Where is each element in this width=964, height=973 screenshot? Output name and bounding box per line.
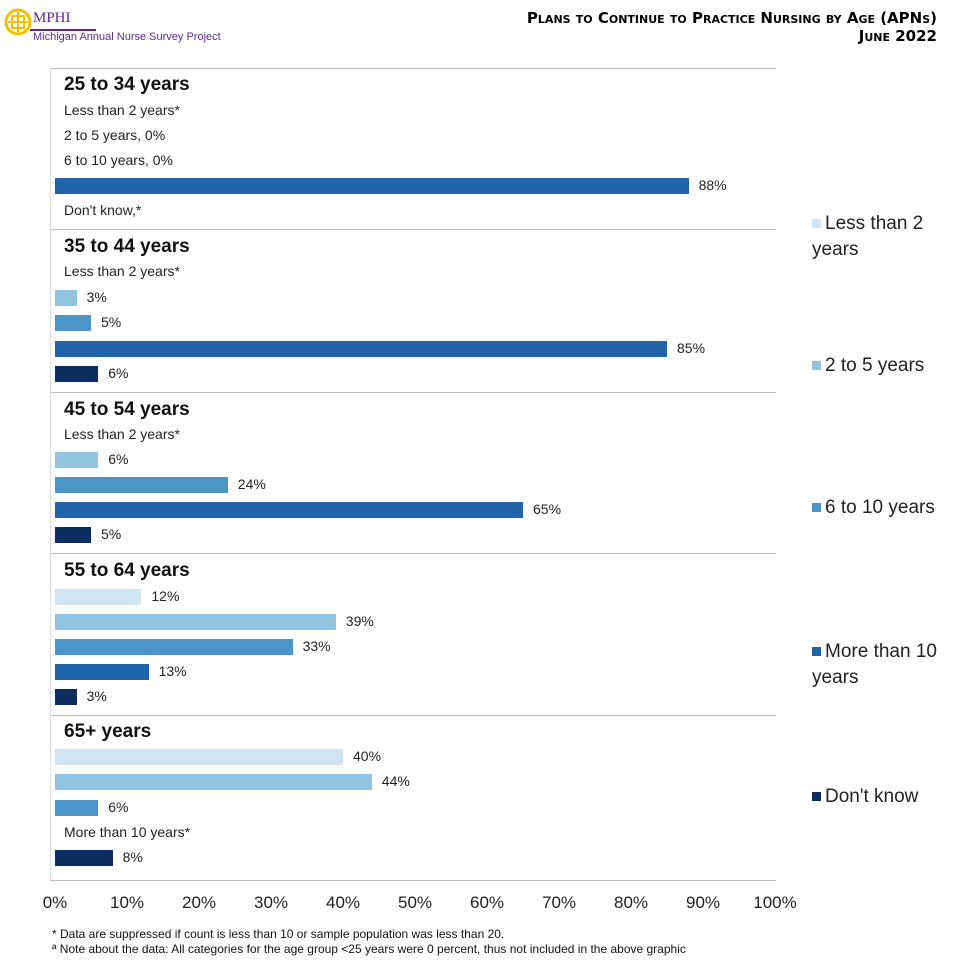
x-tick-label: 100%: [753, 893, 797, 912]
suppressed-label: Less than 2 years*: [64, 102, 180, 118]
data-label: 12%: [151, 588, 180, 604]
x-tick-label: 70%: [541, 893, 577, 912]
bar: [55, 477, 228, 493]
data-label: 85%: [677, 339, 706, 356]
x-tick-label: 20%: [181, 893, 217, 912]
bar: [55, 639, 293, 655]
group-separator: [50, 553, 776, 554]
bar: [55, 774, 372, 791]
x-tick-label: 40%: [325, 893, 361, 912]
data-label: 88%: [698, 177, 727, 193]
data-label: 40%: [353, 748, 382, 764]
bar: [55, 749, 343, 765]
legend-item: More than 10 years: [812, 639, 942, 691]
group-separator: [50, 229, 776, 230]
mphi-logo-icon: [4, 8, 32, 36]
bar: [55, 589, 142, 605]
group-label: 25 to 34 years: [64, 74, 190, 95]
data-label: 33%: [302, 638, 331, 654]
x-tick-label: 80%: [613, 893, 649, 912]
data-label: 6%: [108, 365, 129, 381]
bar: [55, 315, 91, 331]
group-label: 55 to 64 years: [64, 560, 190, 581]
data-label: 5%: [101, 526, 122, 542]
data-label: 6%: [108, 451, 129, 467]
legend-item: 2 to 5 years: [812, 353, 942, 379]
data-label: 6%: [108, 798, 129, 815]
bar: [55, 340, 667, 357]
footnote-note: ª Note about the data: All categories fo…: [52, 942, 686, 956]
suppressed-label: 6 to 10 years, 0%: [64, 152, 173, 168]
logo-underline: [30, 29, 96, 31]
legend-label: 2 to 5 years: [825, 355, 925, 376]
legend-swatch: [812, 503, 821, 512]
chart-date: June 2022: [858, 27, 937, 45]
bar: [55, 799, 99, 816]
data-label: 24%: [237, 476, 266, 492]
data-label: 5%: [101, 314, 122, 330]
bar: [55, 850, 113, 867]
legend-item: Less than 2 years: [812, 211, 942, 263]
x-tick-label: 50%: [397, 893, 433, 912]
plot-bottom-border: [50, 880, 776, 881]
legend-item: 6 to 10 years: [812, 495, 942, 521]
data-label: 3%: [86, 688, 107, 704]
suppressed-label: 2 to 5 years, 0%: [64, 127, 166, 143]
x-tick-label: 30%: [253, 893, 289, 912]
suppressed-label: Don't know,*: [64, 202, 142, 218]
legend-swatch: [812, 647, 821, 656]
logo-name: MPHI: [33, 10, 71, 26]
group-label: 35 to 44 years: [64, 236, 190, 257]
data-label: 39%: [345, 613, 374, 629]
legend-label: 6 to 10 years: [825, 497, 935, 518]
data-label: 44%: [381, 773, 410, 790]
legend-label: Less than 2 years: [812, 213, 924, 260]
plot-left-border: [50, 68, 51, 880]
bar: [55, 502, 523, 518]
x-tick-label: 10%: [109, 893, 145, 912]
suppressed-label: Less than 2 years*: [64, 263, 180, 279]
data-label: 8%: [122, 849, 143, 866]
bar: [55, 178, 689, 194]
legend-swatch: [812, 219, 821, 228]
group-separator: [50, 392, 776, 393]
bar: [55, 527, 91, 543]
data-label: 65%: [533, 501, 562, 517]
legend-item: Don't know: [812, 784, 942, 810]
group-separator: [50, 715, 776, 716]
legend-label: More than 10 years: [812, 641, 937, 688]
footnote-suppressed: * Data are suppressed if count is less t…: [52, 927, 505, 941]
chart-title: Plans to Continue to Practice Nursing by…: [526, 9, 937, 27]
bar: [55, 289, 77, 306]
x-tick-label: 90%: [685, 893, 721, 912]
suppressed-label: More than 10 years*: [64, 823, 191, 840]
bar: [55, 664, 149, 680]
legend-swatch: [812, 792, 821, 801]
chart-title-block: Plans to Continue to Practice Nursing by…: [527, 9, 937, 45]
x-tick-label: 0%: [42, 893, 68, 912]
legend-swatch: [812, 361, 821, 370]
bar: [55, 689, 77, 705]
logo-subtitle: Michigan Annual Nurse Survey Project: [33, 31, 221, 43]
group-label: 45 to 54 years: [64, 399, 190, 420]
x-tick-label: 60%: [469, 893, 505, 912]
group-separator: [50, 68, 776, 69]
group-label: 65+ years: [64, 721, 152, 742]
suppressed-label: Less than 2 years*: [64, 426, 180, 442]
data-label: 3%: [86, 288, 107, 305]
data-label: 13%: [158, 663, 187, 679]
bar: [55, 452, 99, 468]
legend-label: Don't know: [825, 786, 919, 807]
bar: [55, 614, 336, 630]
bar: [55, 366, 99, 382]
